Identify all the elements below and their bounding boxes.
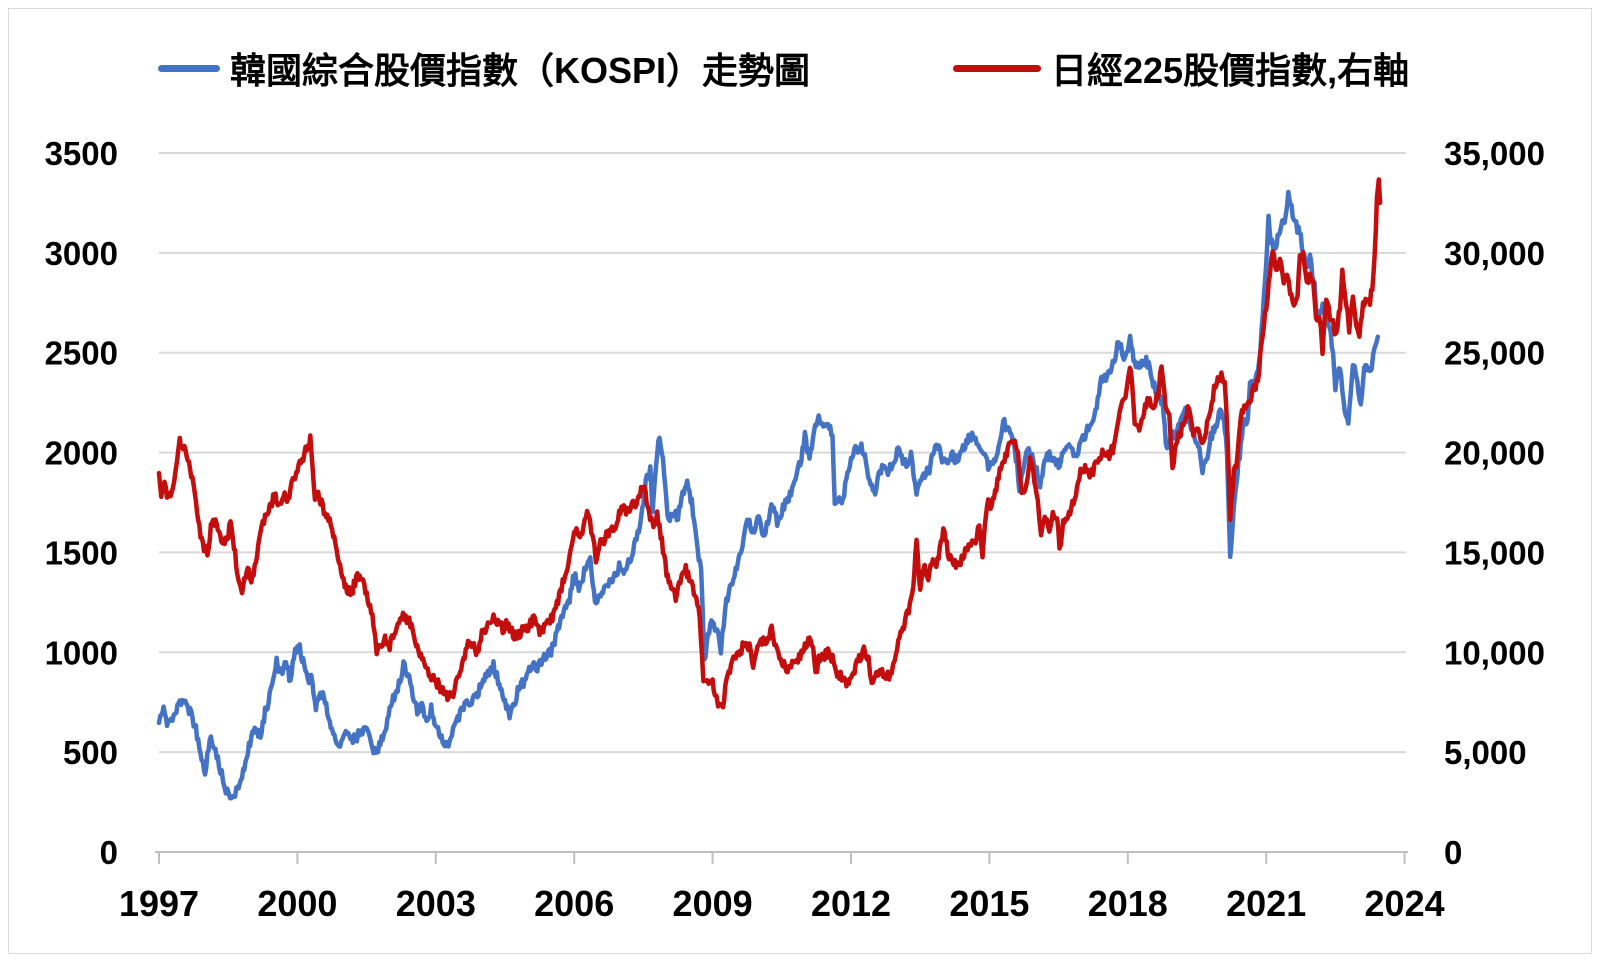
y-right-tick-label: 30,000 [1444, 235, 1545, 272]
x-tick-label: 1997 [119, 883, 199, 924]
x-tick-label: 2024 [1365, 883, 1445, 924]
x-axis [155, 851, 1408, 864]
x-axis-labels: 1997 2000 2003 2006 2009 2012 2015 2018 2021 2024 [119, 883, 1445, 924]
nikkei-line-swatch [953, 64, 1041, 72]
nikkei-legend-label: 日經225股價指數,右軸 [1051, 50, 1410, 91]
x-tick-label: 2006 [534, 883, 614, 924]
y-right-tick-label: 15,000 [1444, 534, 1545, 571]
y-right-tick-label: 5,000 [1444, 734, 1527, 771]
x-tick-label: 2000 [257, 883, 337, 924]
kospi-line [156, 189, 1381, 801]
nikkei-line [156, 177, 1383, 710]
y-right-tick-label: 0 [1444, 834, 1462, 871]
x-tick-label: 2009 [673, 883, 753, 924]
x-tick-label: 2021 [1226, 883, 1306, 924]
x-tick-label: 2018 [1088, 883, 1168, 924]
y-axis-right-labels: 35,000 30,000 25,000 20,000 15,000 10,000 5,00… [1444, 135, 1545, 871]
y-right-tick-label: 20,000 [1444, 435, 1545, 472]
y-left-tick-label: 3500 [45, 135, 118, 172]
gridlines [159, 152, 1406, 754]
x-tick-label: 2015 [949, 883, 1029, 924]
kospi-legend-label: 韓國綜合股價指數（KOSPI）走勢圖 [230, 50, 811, 91]
y-left-tick-label: 2500 [45, 335, 118, 372]
y-left-tick-label: 1500 [45, 534, 118, 571]
legend-item-kospi: 韓國綜合股價指數（KOSPI）走勢圖 [158, 44, 810, 92]
y-right-tick-label: 10,000 [1444, 634, 1545, 671]
y-left-tick-label: 3000 [45, 235, 118, 272]
kospi-line-swatch [158, 64, 220, 72]
y-left-tick-label: 1000 [45, 634, 118, 671]
y-right-tick-label: 25,000 [1444, 335, 1545, 372]
legend-item-nikkei: 日經225股價指數,右軸 [953, 44, 1409, 92]
y-axis-left-labels: 3500 3000 2500 2000 1500 1000 500 0 [45, 135, 118, 871]
y-left-tick-label: 2000 [45, 435, 118, 472]
x-tick-label: 2012 [811, 883, 891, 924]
y-right-tick-label: 35,000 [1444, 135, 1545, 172]
y-left-tick-label: 500 [63, 734, 118, 771]
x-tick-label: 2003 [396, 883, 476, 924]
series-lines [156, 177, 1383, 801]
y-left-tick-label: 0 [100, 834, 118, 871]
legend: 韓國綜合股價指數（KOSPI）走勢圖 日經225股價指數,右軸 [0, 44, 1600, 92]
